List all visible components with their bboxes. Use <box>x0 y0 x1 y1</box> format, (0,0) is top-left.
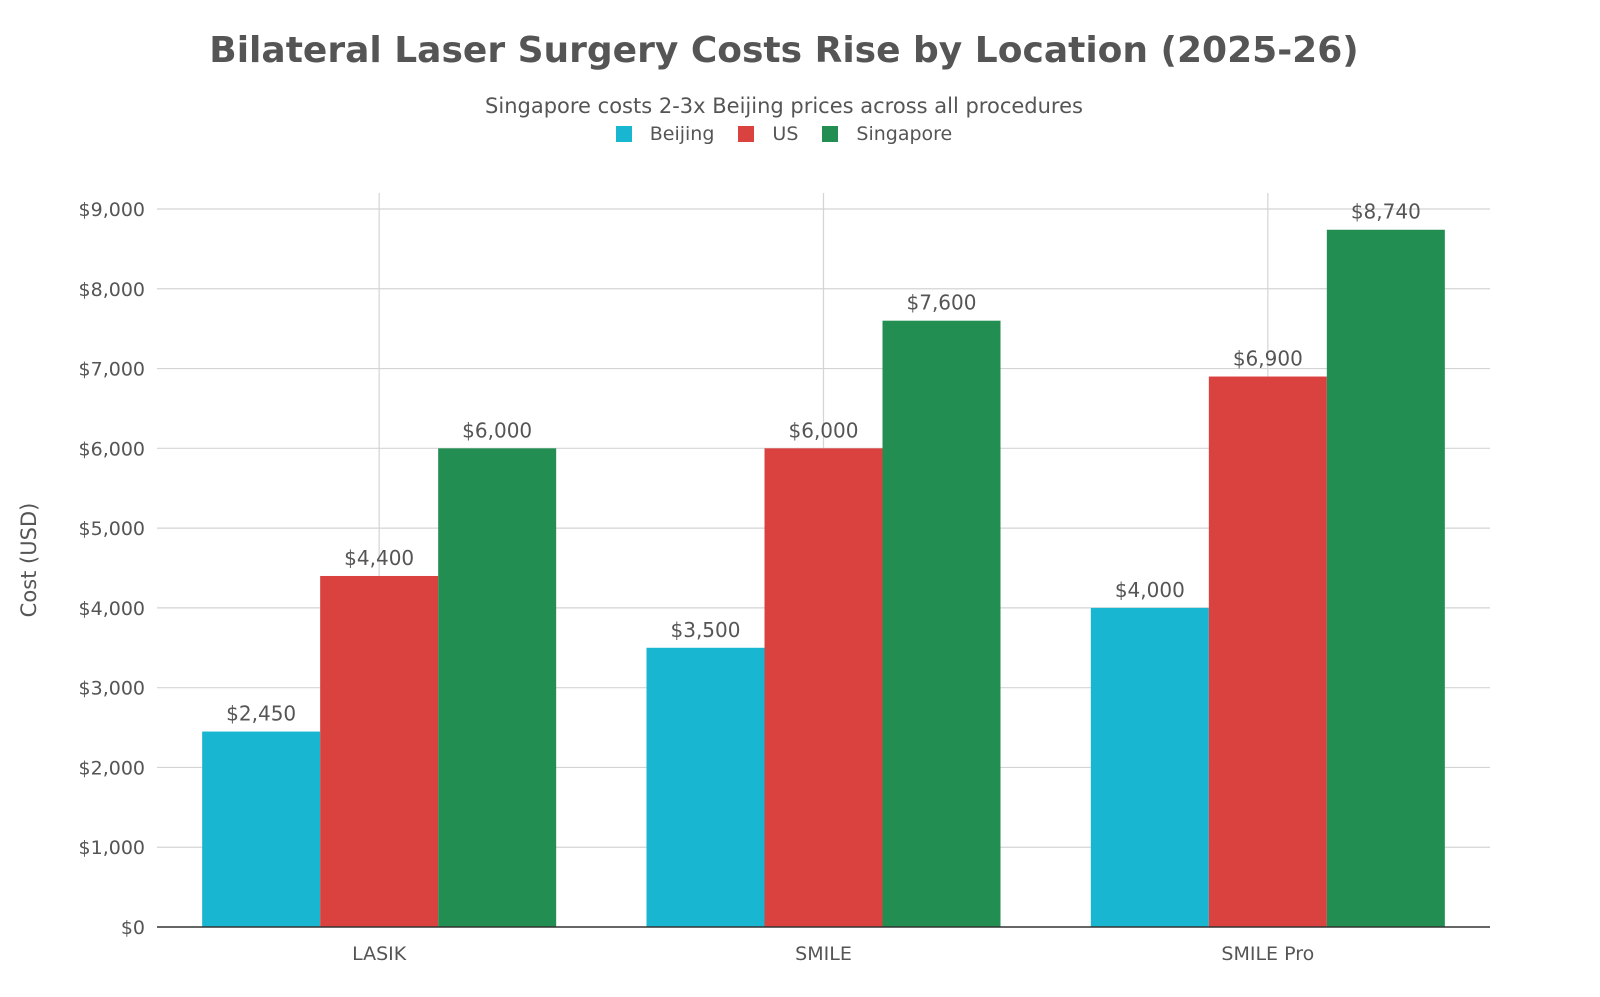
chart-title: Bilateral Laser Surgery Costs Rise by Lo… <box>209 30 1359 71</box>
data-label: $6,900 <box>1233 347 1303 371</box>
data-label: $2,450 <box>226 702 296 726</box>
data-label: $4,400 <box>344 546 414 570</box>
y-tick-label: $7,000 <box>79 359 145 381</box>
legend-item-us[interactable]: US <box>738 123 798 145</box>
y-tick-label: $1,000 <box>79 837 145 859</box>
y-tick-label: $5,000 <box>79 518 145 540</box>
data-label: $8,740 <box>1351 200 1421 224</box>
legend-swatch <box>822 126 839 142</box>
bar-us-smile <box>764 448 883 927</box>
legend-item-beijing[interactable]: Beijing <box>615 123 715 145</box>
y-tick-label: $4,000 <box>79 598 145 620</box>
y-tick-label: $9,000 <box>79 199 145 221</box>
y-tick-label: $6,000 <box>79 438 145 460</box>
bar-singapore-lasik <box>438 448 557 927</box>
y-tick-label: $2,000 <box>79 757 145 779</box>
bar-beijing-smile-pro <box>1090 607 1209 927</box>
bar-us-smile-pro <box>1208 376 1327 927</box>
data-label: $7,600 <box>907 291 977 315</box>
data-label: $6,000 <box>789 418 859 442</box>
x-tick-label: SMILE <box>795 943 852 965</box>
data-label: $6,000 <box>462 418 532 442</box>
x-tick-label: LASIK <box>352 943 407 965</box>
data-label: $3,500 <box>671 618 741 642</box>
bar-beijing-smile <box>646 647 765 927</box>
y-axis-label: Cost (USD) <box>17 503 41 618</box>
data-label: $4,000 <box>1115 578 1185 602</box>
legend-label: Singapore <box>856 123 953 145</box>
legend-label: US <box>772 123 799 145</box>
y-tick-label: $3,000 <box>79 678 145 700</box>
bar-us-lasik <box>320 575 439 927</box>
legend: Beijing US Singapore <box>0 123 1568 145</box>
x-tick-label: SMILE Pro <box>1221 943 1314 965</box>
legend-swatch <box>615 126 632 142</box>
legend-label: Beijing <box>649 123 715 145</box>
legend-swatch <box>738 126 755 142</box>
y-tick-label: $8,000 <box>79 279 145 301</box>
bar-singapore-smile-pro <box>1326 229 1445 928</box>
y-tick-label: $0 <box>121 917 145 939</box>
bar-singapore-smile <box>882 320 1001 927</box>
legend-item-singapore[interactable]: Singapore <box>822 123 952 145</box>
bar-beijing-lasik <box>202 731 321 927</box>
chart-subtitle: Singapore costs 2-3x Beijing prices acro… <box>485 94 1083 118</box>
